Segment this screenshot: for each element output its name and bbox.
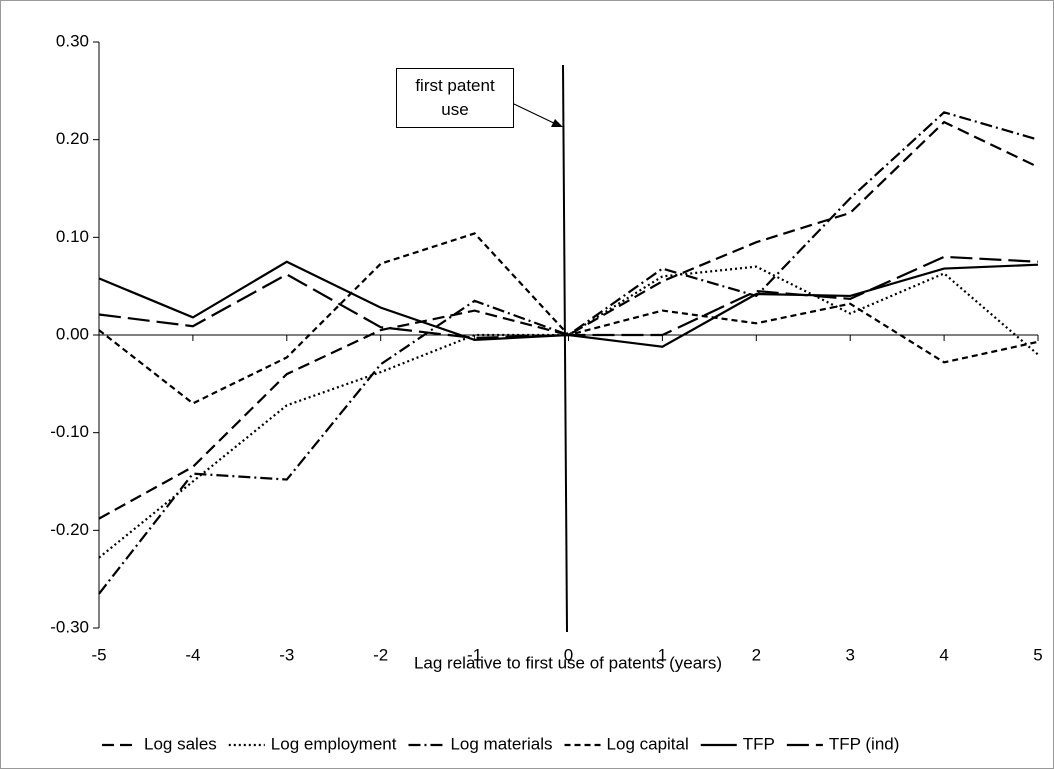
- legend-label: Log capital: [607, 734, 689, 753]
- legend-label: Log materials: [450, 734, 552, 753]
- y-tick-label: -0.30: [50, 617, 89, 636]
- annotation-arrow: [513, 103, 561, 127]
- x-tick-label: -3: [279, 645, 294, 664]
- annotation-line: [562, 64, 568, 633]
- series-line: [98, 111, 1039, 595]
- x-tick-label: 4: [939, 645, 948, 664]
- annotation: first patent use: [396, 68, 514, 128]
- series-line: [98, 255, 1039, 340]
- x-tick-label: -5: [91, 645, 106, 664]
- x-tick-label: 5: [1033, 645, 1042, 664]
- x-tick-label: -1: [467, 645, 482, 664]
- legend-label: Log sales: [144, 734, 217, 753]
- series-line: [98, 120, 1039, 520]
- x-tick-label: -2: [373, 645, 388, 664]
- x-tick-label: 2: [752, 645, 761, 664]
- x-tick-label: 1: [658, 645, 667, 664]
- legend-label: TFP (ind): [829, 734, 900, 753]
- y-tick-label: -0.20: [50, 520, 89, 539]
- x-tick-label: -4: [185, 645, 200, 664]
- y-tick-label: 0.20: [56, 129, 89, 148]
- x-tick-label: 0: [564, 645, 573, 664]
- legend-label: TFP: [743, 734, 775, 753]
- y-tick-label: -0.10: [50, 422, 89, 441]
- arrow-head: [551, 119, 563, 127]
- legend-label: Log employment: [271, 734, 397, 753]
- y-tick-label: 0.10: [56, 227, 89, 246]
- y-tick-label: 0.30: [56, 31, 89, 50]
- y-tick-label: 0.00: [56, 324, 89, 343]
- x-axis-label: Lag relative to first use of patents (ye…: [414, 653, 722, 672]
- x-tick-label: 3: [845, 645, 854, 664]
